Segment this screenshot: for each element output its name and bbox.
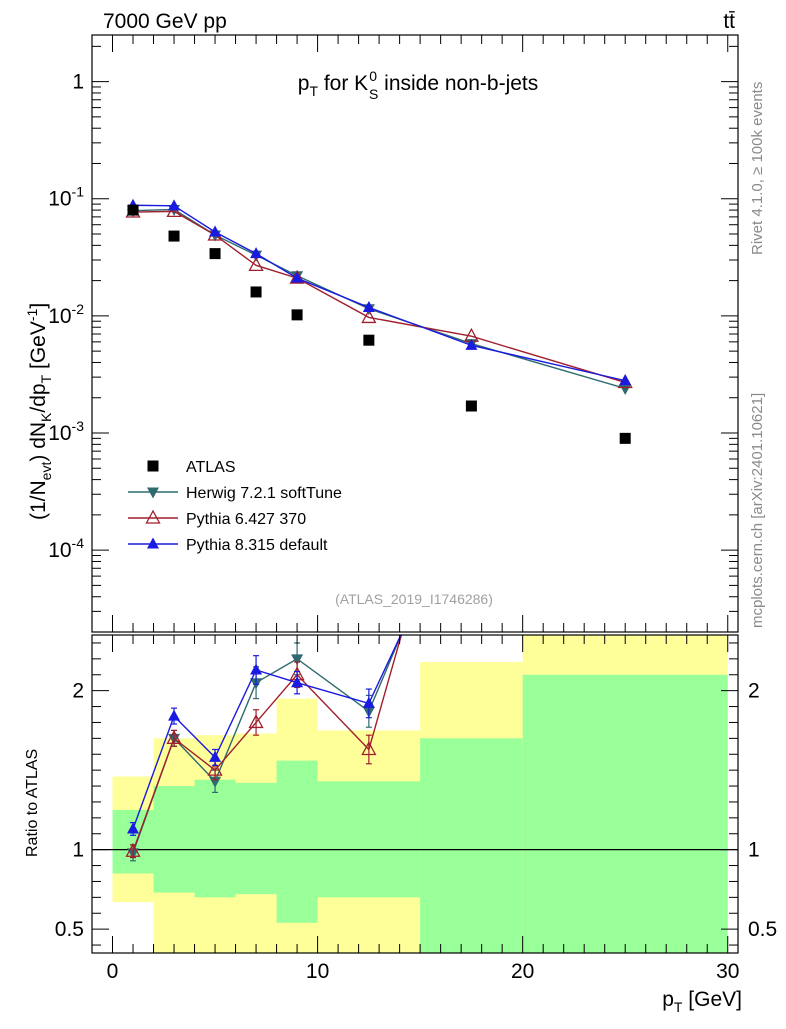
rivet-label: Rivet 4.1.0, ≥ 100k events xyxy=(749,82,766,255)
y-tick-label: 1 xyxy=(72,71,84,94)
reference-label: (ATLAS_2019_I1746286) xyxy=(335,591,493,607)
ratio-point xyxy=(127,822,140,834)
data-point xyxy=(168,199,181,211)
data-point xyxy=(619,374,632,386)
ratio-point xyxy=(619,580,631,591)
x-tick-label: 10 xyxy=(306,960,329,983)
uncertainty-band-inner xyxy=(112,809,154,874)
ratio-y-axis-label: Ratio to ATLAS xyxy=(24,749,41,857)
series-line xyxy=(132,208,626,390)
ratio-point xyxy=(248,714,264,729)
x-tick-label: 20 xyxy=(511,960,534,983)
x-axis-label: pT [GeV] xyxy=(662,988,742,1015)
data-point xyxy=(127,204,139,216)
main-series-layer xyxy=(125,198,633,444)
legend-marker xyxy=(147,537,159,549)
legend-marker xyxy=(145,509,161,524)
data-point xyxy=(289,269,305,284)
uncertainty-band-inner xyxy=(235,782,277,895)
y-tick-label: 10-1 xyxy=(48,184,84,211)
data-point xyxy=(250,247,263,259)
uncertainty-band-inner xyxy=(194,779,236,898)
y-tick-label: 10-2 xyxy=(48,301,84,328)
ratio-point xyxy=(166,729,182,744)
data-point xyxy=(619,432,631,444)
ratio-panel-frame xyxy=(91,634,739,954)
legend-marker xyxy=(147,460,159,472)
legend-label: ATLAS xyxy=(186,459,236,476)
ratio-y-tick-label: 1 xyxy=(72,839,84,862)
mcplots-label: mcplots.cern.ch [arXiv:2401.10621] xyxy=(749,393,766,628)
main-panel-frame xyxy=(91,34,739,633)
uncertainty-band-inner xyxy=(276,760,318,923)
data-point xyxy=(465,400,477,412)
x-tick-label: 0 xyxy=(107,960,119,983)
ratio-point xyxy=(465,464,477,475)
data-point xyxy=(361,309,377,324)
ratio-point xyxy=(361,741,377,756)
series-line xyxy=(133,204,626,382)
ratio-y-tick-label: 2 xyxy=(72,680,84,703)
ratio-y-tick-label-right: 1 xyxy=(748,839,760,862)
ratio-point xyxy=(619,509,631,520)
chart-title: pT for K0 S inside non-b-jets xyxy=(298,68,539,102)
data-point xyxy=(362,300,375,312)
ratio-point xyxy=(465,382,478,394)
data-point xyxy=(209,248,221,260)
data-point xyxy=(291,309,303,321)
ratio-point xyxy=(250,663,263,675)
uncertainty-band-inner xyxy=(522,674,728,953)
ratio-bands xyxy=(92,635,738,953)
ratio-point xyxy=(168,709,181,721)
ratio-point xyxy=(207,761,223,776)
data-point xyxy=(363,334,375,346)
process-label: tt̄ xyxy=(723,10,735,33)
data-point xyxy=(291,271,304,283)
energy-label: 7000 GeV pp xyxy=(103,10,227,33)
data-point xyxy=(166,203,182,218)
legend-label: Pythia 8.315 default xyxy=(186,537,328,554)
legend-marker xyxy=(147,487,159,499)
series-line xyxy=(133,210,626,384)
ratio-line xyxy=(132,635,402,830)
data-point xyxy=(619,383,632,395)
ratio-point xyxy=(619,525,632,537)
x-tick-label: 30 xyxy=(716,960,739,983)
ratio-y-tick-label-right: 0.5 xyxy=(748,918,777,941)
ratio-axes: 0 10 20 30 0.5 0.5 1 1 2 2 xyxy=(55,635,777,983)
data-point xyxy=(250,286,262,298)
data-point xyxy=(248,256,264,271)
legend-label: Pythia 6.427 370 xyxy=(186,511,306,528)
data-point xyxy=(465,338,478,350)
ratio-point xyxy=(291,676,304,688)
uncertainty-band-inner xyxy=(317,781,421,898)
data-point xyxy=(209,225,222,237)
legend: ATLAS Herwig 7.2.1 softTune Pythia 6.427 3… xyxy=(128,459,342,554)
uncertainty-band-inner xyxy=(153,786,195,893)
data-point xyxy=(168,230,180,242)
ratio-series-layer xyxy=(125,382,632,862)
ratio-point xyxy=(362,696,375,708)
ratio-point xyxy=(291,654,304,666)
uncertainty-band-inner xyxy=(420,738,523,953)
ratio-point xyxy=(465,477,477,488)
ratio-point xyxy=(209,750,222,762)
ratio-line xyxy=(132,635,402,854)
y-tick-label: 10-4 xyxy=(48,535,84,562)
ratio-y-tick-label: 0.5 xyxy=(55,918,84,941)
ratio-point xyxy=(125,842,141,857)
y-axis-label: (1/Nevt) dNK/dpT [GeV-1] xyxy=(24,303,54,520)
ratio-y-tick-label-right: 2 xyxy=(748,680,760,703)
legend-label: Herwig 7.2.1 softTune xyxy=(186,485,342,502)
